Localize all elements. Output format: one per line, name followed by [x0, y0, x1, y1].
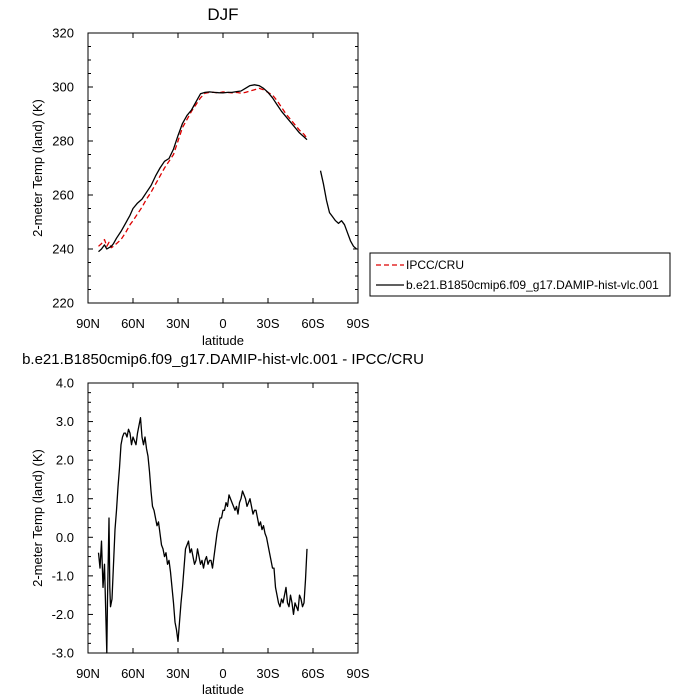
y-tick-label: 320 — [52, 26, 74, 41]
x-tick-label: 90N — [76, 316, 100, 331]
series-group — [98, 84, 357, 253]
x-axis-label: latitude — [202, 682, 244, 697]
x-tick-label: 90N — [76, 666, 100, 681]
y-tick-label: -1.0 — [52, 568, 74, 583]
plot-frame — [87, 382, 359, 654]
x-tick-label: 60S — [301, 666, 324, 681]
x-axis-label: latitude — [202, 333, 244, 348]
y-tick-label: 220 — [52, 296, 74, 311]
x-tick-label: 30N — [166, 666, 190, 681]
series-group — [97, 417, 308, 654]
y-tick-label: 1.0 — [56, 491, 74, 506]
x-tick-label: 0 — [219, 666, 226, 681]
y-tick-label: 300 — [52, 80, 74, 95]
series-line-1 — [98, 84, 357, 253]
y-tick-label: 260 — [52, 188, 74, 203]
series-line-0 — [98, 87, 308, 249]
x-tick-label: 90S — [346, 666, 369, 681]
x-axis: 90N 60N 30N 0 30S 60S 90S — [76, 33, 370, 331]
x-tick-label: 30N — [166, 316, 190, 331]
legend-label-model: b.e21.B1850cmip6.f09_g17.DAMIP-hist-vlc.… — [406, 278, 659, 292]
x-tick-label: 30S — [256, 316, 279, 331]
difference-panel: b.e21.B1850cmip6.f09_g17.DAMIP-hist-vlc.… — [22, 351, 424, 697]
series-line-0 — [97, 417, 308, 654]
x-tick-label: 60S — [301, 316, 324, 331]
y-tick-label: 2.0 — [56, 453, 74, 468]
legend-box — [369, 252, 671, 297]
x-tick-label: 0 — [219, 316, 226, 331]
x-tick-label: 60N — [121, 666, 145, 681]
panel-title: b.e21.B1850cmip6.f09_g17.DAMIP-hist-vlc.… — [22, 351, 424, 368]
y-axis: -3.0 -2.0 -1.0 0.0 1.0 2.0 3.0 4.0 — [52, 376, 358, 661]
x-tick-label: 30S — [256, 666, 279, 681]
temperature-panel: DJF 90N 60N 30N 0 30S 60S 90S 220 240 260 280 300 3… — [30, 5, 671, 348]
x-tick-label: 60N — [121, 316, 145, 331]
y-tick-label: -2.0 — [52, 607, 74, 622]
x-axis: 90N 60N 30N 0 30S 60S 90S — [76, 383, 370, 681]
y-tick-label: -3.0 — [52, 646, 74, 661]
legend: IPCC/CRU b.e21.B1850cmip6.f09_g17.DAMIP-… — [369, 252, 671, 297]
y-tick-label: 280 — [52, 134, 74, 149]
legend-label-ipcc: IPCC/CRU — [406, 258, 464, 272]
x-tick-label: 90S — [346, 316, 369, 331]
panel-title: DJF — [207, 5, 238, 24]
y-axis-label: 2-meter Temp (land) (K) — [30, 99, 45, 237]
plot-frame — [87, 32, 359, 304]
y-tick-label: 0.0 — [56, 530, 74, 545]
y-tick-label: 3.0 — [56, 414, 74, 429]
y-axis-label: 2-meter Temp (land) (K) — [30, 449, 45, 587]
y-tick-label: 4.0 — [56, 376, 74, 391]
y-tick-label: 240 — [52, 242, 74, 257]
y-axis: 220 240 260 280 300 320 — [52, 26, 358, 311]
